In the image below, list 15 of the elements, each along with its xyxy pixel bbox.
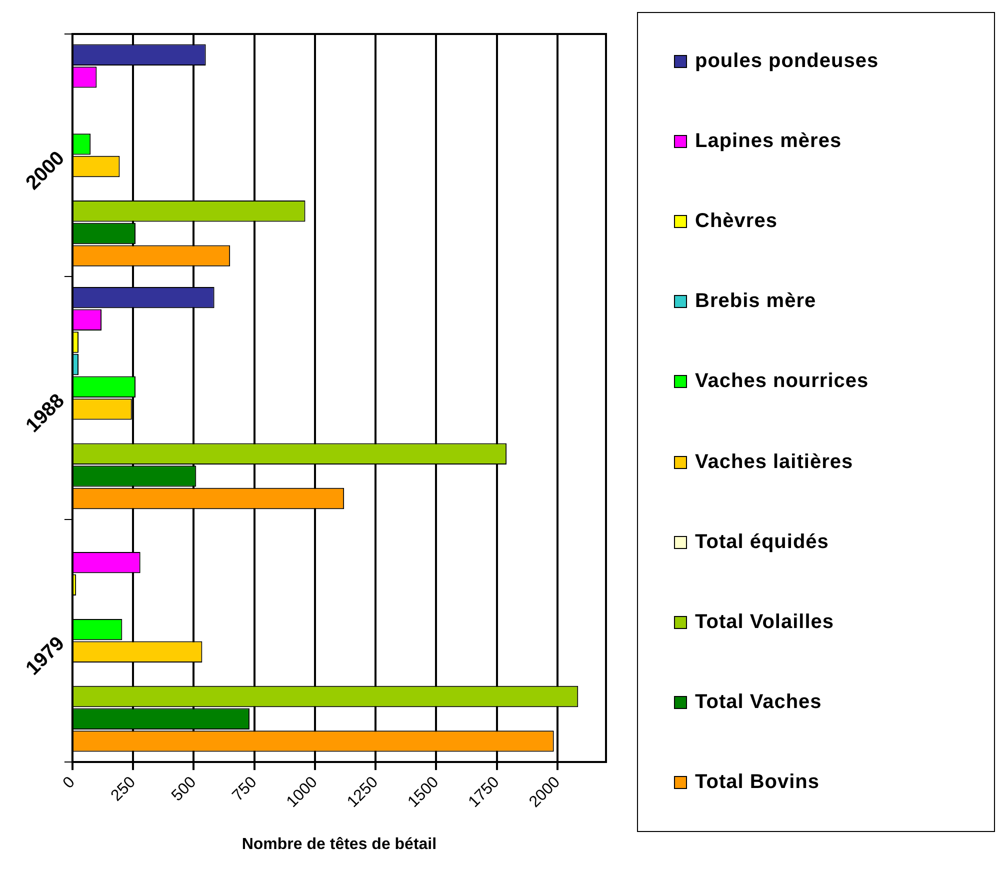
legend-label: Chèvres bbox=[695, 210, 778, 233]
x-tick-label: 750 bbox=[229, 774, 260, 805]
x-tick-label: 0 bbox=[60, 774, 78, 792]
legend-label: poules pondeuses bbox=[695, 50, 879, 73]
legend-label: Total Volailles bbox=[695, 610, 834, 634]
legend-label: Vaches nourrices bbox=[695, 370, 869, 394]
legend-label: Lapines mères bbox=[695, 130, 842, 153]
legend-label: Vaches laitières bbox=[695, 450, 854, 474]
legend-label: Total équidés bbox=[695, 530, 829, 554]
legend-label: Total Bovins bbox=[695, 771, 820, 794]
x-axis-title: Nombre de têtes de bétail bbox=[242, 836, 437, 853]
legend-label: Total Vaches bbox=[695, 691, 822, 714]
x-tick-label: 250 bbox=[108, 774, 140, 805]
x-tick-label: 500 bbox=[168, 774, 200, 805]
legend-label: Brebis mère bbox=[695, 290, 816, 314]
